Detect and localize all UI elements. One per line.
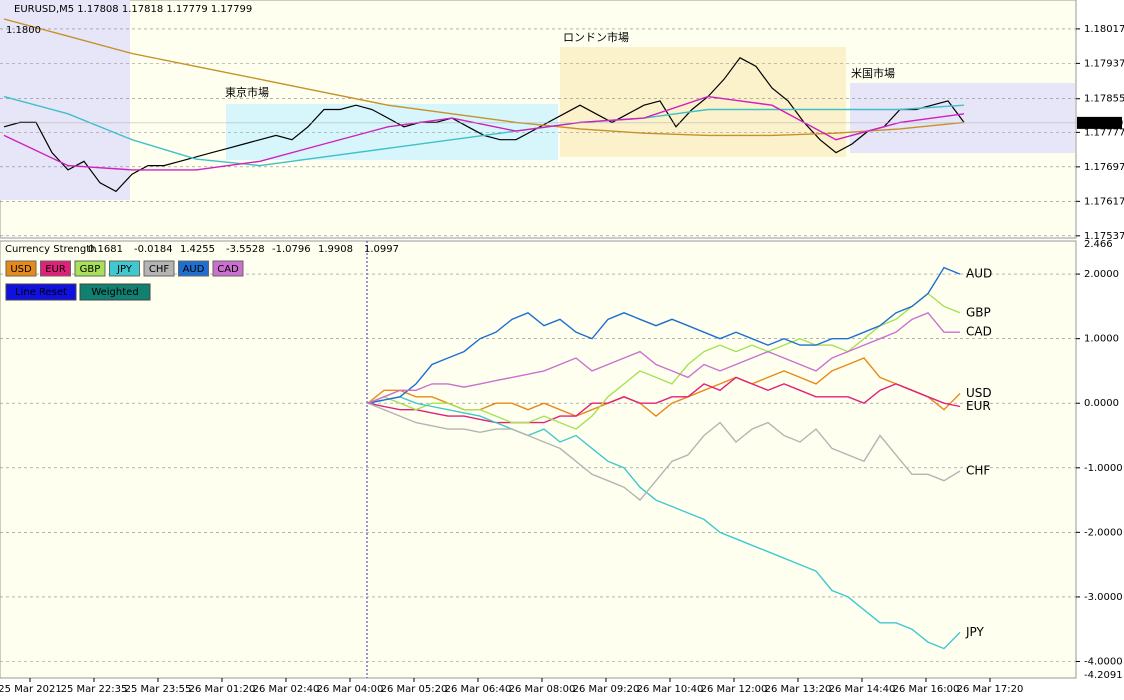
series-line <box>3 18 965 137</box>
y-limit-label: 2.466 <box>1084 239 1113 250</box>
currency-button-label: USD <box>10 264 32 275</box>
series-end-label: CAD <box>966 325 992 339</box>
series-line <box>367 266 961 404</box>
x-tick-label: 26 Mar 06:40 <box>445 684 512 695</box>
y-limit-label: -4.2091 <box>1084 670 1123 681</box>
y-tick-label: 2.0000 <box>1084 269 1119 280</box>
indicator-value: 0.1681 <box>88 244 123 255</box>
series-end-label: JPY <box>965 625 985 639</box>
currency-button-label: AUD <box>183 264 205 275</box>
action-button[interactable]: Weighted <box>79 283 151 301</box>
series-line <box>3 95 965 167</box>
level-label: 1.1800 <box>6 25 41 36</box>
indicator-value: 1.4255 <box>180 244 215 255</box>
y-tick-label: 1.17855 <box>1084 94 1124 105</box>
y-tick-label: 1.0000 <box>1084 334 1119 345</box>
series-end-label: GBP <box>966 305 991 319</box>
action-button-label: Line Reset <box>15 287 67 298</box>
x-tick-label: 25 Mar 22:35 <box>61 684 128 695</box>
currency-button-bg <box>40 260 71 277</box>
x-tick-label: 26 Mar 12:00 <box>701 684 768 695</box>
session-label: ロンドン市場 <box>563 30 629 44</box>
currency-button-label: EUR <box>45 264 66 275</box>
currency-button-label: JPY <box>116 264 133 275</box>
series-line <box>367 376 961 424</box>
currency-button-bg <box>212 260 244 277</box>
x-tick-label: 26 Mar 04:00 <box>317 684 384 695</box>
x-tick-label: 25 Mar 2021 <box>0 684 62 695</box>
y-tick-label: 1.17617 <box>1084 196 1124 207</box>
indicator-title: Currency Strength <box>5 244 97 255</box>
chart-title: EURUSD,M5 1.17808 1.17818 1.17779 1.1779… <box>14 4 252 15</box>
x-tick-label: 26 Mar 09:20 <box>573 684 640 695</box>
action-button-bg <box>79 283 151 301</box>
series-line <box>367 311 960 404</box>
x-tick-label: 26 Mar 17:20 <box>957 684 1024 695</box>
indicator-value: 1.0997 <box>364 244 399 255</box>
session-label: 米国市場 <box>851 66 895 80</box>
action-button[interactable]: Line Reset <box>5 283 77 301</box>
session-box <box>560 47 846 157</box>
action-button-label: Weighted <box>91 287 138 298</box>
x-tick-label: 26 Mar 05:20 <box>381 684 448 695</box>
currency-button-bg <box>109 260 140 277</box>
currency-button[interactable]: USD <box>5 260 37 277</box>
currency-button[interactable]: JPY <box>109 260 140 277</box>
session-box <box>850 83 1075 153</box>
current-price-box <box>1077 116 1122 129</box>
y-tick-label: 1.17697 <box>1084 162 1124 173</box>
y-tick-label: 0.0000 <box>1084 398 1119 409</box>
series-end-label: CHF <box>966 464 990 478</box>
currency-button-label: CHF <box>149 264 170 275</box>
currency-button[interactable]: CHF <box>143 260 175 277</box>
currency-button-bg <box>178 260 209 277</box>
x-tick-label: 26 Mar 16:00 <box>893 684 960 695</box>
indicator-value: -0.0184 <box>134 244 173 255</box>
currency-button[interactable]: AUD <box>178 260 209 277</box>
indicator-value: 1.9908 <box>318 244 353 255</box>
currency-button[interactable]: CAD <box>212 260 244 277</box>
x-tick-label: 26 Mar 02:40 <box>253 684 320 695</box>
x-tick-label: 26 Mar 08:00 <box>509 684 576 695</box>
currency-button-label: CAD <box>217 264 239 275</box>
y-tick-label: 1.17777 <box>1084 127 1124 138</box>
series-line <box>367 402 961 502</box>
indicator-value: -1.0796 <box>272 244 311 255</box>
currency-button[interactable]: EUR <box>40 260 71 277</box>
y-tick-label: -3.0000 <box>1084 592 1123 603</box>
series-end-label: EUR <box>966 399 991 413</box>
currency-button-label: GBP <box>80 264 101 275</box>
y-tick-label: -4.0000 <box>1084 656 1123 667</box>
currency-button-bg <box>143 260 175 277</box>
y-tick-label: 1.17937 <box>1084 58 1124 69</box>
current-price-label: 1.17799 <box>1082 118 1123 129</box>
currency-button[interactable]: GBP <box>74 260 106 277</box>
x-tick-label: 26 Mar 14:40 <box>829 684 896 695</box>
x-tick-label: 26 Mar 01:20 <box>189 684 256 695</box>
y-tick-label: 1.17537 <box>1084 231 1124 242</box>
session-box <box>226 104 558 160</box>
x-tick-label: 26 Mar 13:20 <box>765 684 832 695</box>
x-tick-label: 26 Mar 10:40 <box>637 684 704 695</box>
currency-button-bg <box>5 260 37 277</box>
series-line <box>367 292 961 430</box>
x-tick-label: 25 Mar 23:55 <box>125 684 192 695</box>
series-line <box>3 95 965 171</box>
action-button-bg <box>5 283 77 301</box>
strength-pane <box>0 240 1077 679</box>
series-end-label: USD <box>966 386 992 400</box>
indicator-value: -3.5528 <box>226 244 265 255</box>
session-label: 東京市場 <box>225 85 269 99</box>
y-tick-label: 1.18017 <box>1084 24 1124 35</box>
series-line <box>367 396 961 650</box>
series-end-label: AUD <box>966 267 992 281</box>
y-tick-label: -1.0000 <box>1084 463 1123 474</box>
currency-button-bg <box>74 260 106 277</box>
y-tick-label: -2.0000 <box>1084 527 1123 538</box>
